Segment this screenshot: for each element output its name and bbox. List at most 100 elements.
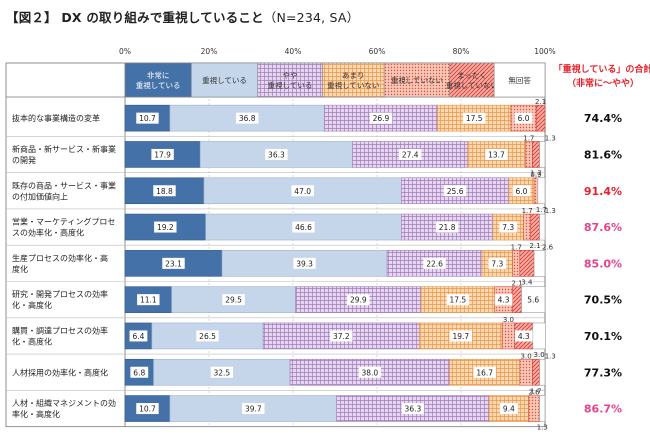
data-label-bg bbox=[154, 221, 177, 233]
legend-label: やや bbox=[283, 71, 298, 80]
x-tick-label: 100% bbox=[534, 47, 555, 56]
legend-swatch-not-at-all-important bbox=[449, 62, 495, 98]
chart-title: 【図２】 DX の取り組みで重視していること（N=234, SA） bbox=[6, 10, 360, 25]
data-label-bg bbox=[512, 185, 531, 197]
data-label-bg bbox=[423, 257, 446, 269]
data-label: 6.8 bbox=[133, 368, 145, 377]
bar-very-important bbox=[124, 395, 171, 422]
data-label: 1.3 bbox=[537, 424, 548, 432]
data-label-bg bbox=[358, 366, 382, 378]
data-label: 46.6 bbox=[295, 223, 312, 232]
category-label: 率化・高度化 bbox=[12, 409, 60, 419]
data-label-bg bbox=[401, 403, 425, 415]
legend-label: 重視している bbox=[202, 76, 247, 85]
data-label: 1.3 bbox=[545, 207, 556, 215]
category-label: 生産プロセスの効率化・高 bbox=[12, 253, 108, 263]
data-label: 1.3 bbox=[545, 352, 556, 360]
data-label: 7.3 bbox=[491, 259, 503, 268]
data-label: 2.1 bbox=[530, 242, 541, 250]
bar-not-very-important bbox=[467, 141, 526, 168]
data-label: 26.5 bbox=[199, 332, 216, 341]
legend-swatch-very-important bbox=[124, 62, 192, 98]
data-label: 9.4 bbox=[503, 405, 515, 414]
bar-no-answer bbox=[539, 358, 546, 386]
data-label: 7.3 bbox=[502, 223, 514, 232]
category-label: 抜本的な事業構造の変革 bbox=[12, 113, 100, 123]
summary-total: 91.4% bbox=[584, 185, 622, 198]
data-label: 25.6 bbox=[447, 187, 464, 196]
x-tick-label: 20% bbox=[201, 47, 218, 56]
data-label-bg bbox=[330, 330, 353, 342]
bar-not-at-all-important bbox=[532, 141, 540, 168]
category-label: 度化 bbox=[12, 264, 28, 274]
legend-swatch-not-very-important bbox=[322, 62, 385, 98]
data-label-bg bbox=[210, 366, 234, 378]
data-label: 2.1 bbox=[535, 98, 546, 106]
data-label-bg bbox=[293, 257, 316, 269]
data-label: 29.9 bbox=[350, 296, 367, 305]
data-label-bg bbox=[488, 257, 507, 269]
data-label: 6.4 bbox=[132, 332, 144, 341]
category-label: スの効率化・高度化 bbox=[12, 228, 84, 238]
data-label-bg bbox=[129, 330, 148, 342]
data-label: 2.1 bbox=[511, 280, 522, 288]
bar-not-important bbox=[524, 141, 533, 168]
data-label: 16.7 bbox=[476, 368, 493, 377]
data-label-bg bbox=[292, 221, 315, 233]
data-label: 13.7 bbox=[488, 150, 505, 159]
category-label: 人材採用の効率化・高度化 bbox=[12, 367, 108, 377]
data-label: 11.1 bbox=[140, 296, 157, 305]
legend-swatch-not-important bbox=[383, 62, 450, 98]
data-label: 32.5 bbox=[213, 368, 230, 377]
category-label: 化・高度化 bbox=[12, 336, 52, 346]
bar-not-at-all-important bbox=[530, 213, 540, 241]
data-label: 36.3 bbox=[268, 150, 285, 159]
data-label: 37.2 bbox=[333, 332, 350, 341]
legend-label: 重視していない bbox=[327, 81, 379, 90]
data-label-bg bbox=[446, 294, 470, 306]
data-label-bg bbox=[524, 294, 543, 306]
data-label: 3.4 bbox=[521, 278, 533, 286]
legend-swatch-somewhat-important bbox=[257, 62, 323, 98]
bar-not-at-all-important bbox=[519, 250, 535, 277]
data-label: 19.7 bbox=[452, 332, 469, 341]
data-label-bg bbox=[449, 330, 472, 342]
data-label: 3.0 bbox=[521, 352, 532, 360]
category-label: 研究・開発プロセスの効率 bbox=[12, 289, 108, 299]
data-label-bg bbox=[463, 112, 486, 124]
data-label: 18.8 bbox=[156, 187, 173, 196]
data-label-bg bbox=[196, 330, 219, 342]
bar-not-very-important bbox=[488, 395, 529, 422]
data-label-bg bbox=[499, 221, 518, 233]
data-label: 5.6 bbox=[527, 296, 539, 305]
data-label-bg bbox=[347, 294, 370, 306]
data-label: 1.7 bbox=[522, 207, 533, 215]
data-label: 38.0 bbox=[362, 368, 379, 377]
data-label-bg bbox=[265, 148, 288, 160]
data-label: 1.7 bbox=[530, 387, 541, 395]
legend-label: 非常に bbox=[147, 70, 170, 80]
bar-not-important bbox=[519, 358, 533, 386]
data-label-bg bbox=[291, 185, 314, 197]
data-label-bg bbox=[443, 185, 467, 197]
data-label-bg bbox=[435, 221, 459, 233]
category-label: 化・高度化 bbox=[12, 300, 52, 310]
data-label: 36.8 bbox=[239, 114, 256, 123]
data-label: 39.7 bbox=[245, 405, 262, 414]
legend-label: あまり bbox=[342, 71, 365, 80]
bar-no-answer bbox=[539, 141, 546, 168]
data-label-bg bbox=[499, 403, 518, 415]
data-label: 10.7 bbox=[139, 405, 156, 414]
data-label: 1.7 bbox=[511, 243, 522, 251]
x-tick-label: 80% bbox=[453, 47, 470, 56]
summary-total: 74.4% bbox=[584, 112, 622, 125]
data-label: 17.5 bbox=[449, 296, 466, 305]
summary-total: 70.5% bbox=[584, 294, 622, 307]
data-label: 10.7 bbox=[139, 114, 156, 123]
bar-not-important bbox=[512, 250, 521, 277]
data-label: 2.6 bbox=[529, 389, 541, 397]
summary-total: 85.0% bbox=[584, 257, 622, 270]
bar-not-important bbox=[528, 395, 540, 422]
data-label: 47.0 bbox=[294, 187, 311, 196]
bar-no-answer bbox=[539, 213, 546, 241]
